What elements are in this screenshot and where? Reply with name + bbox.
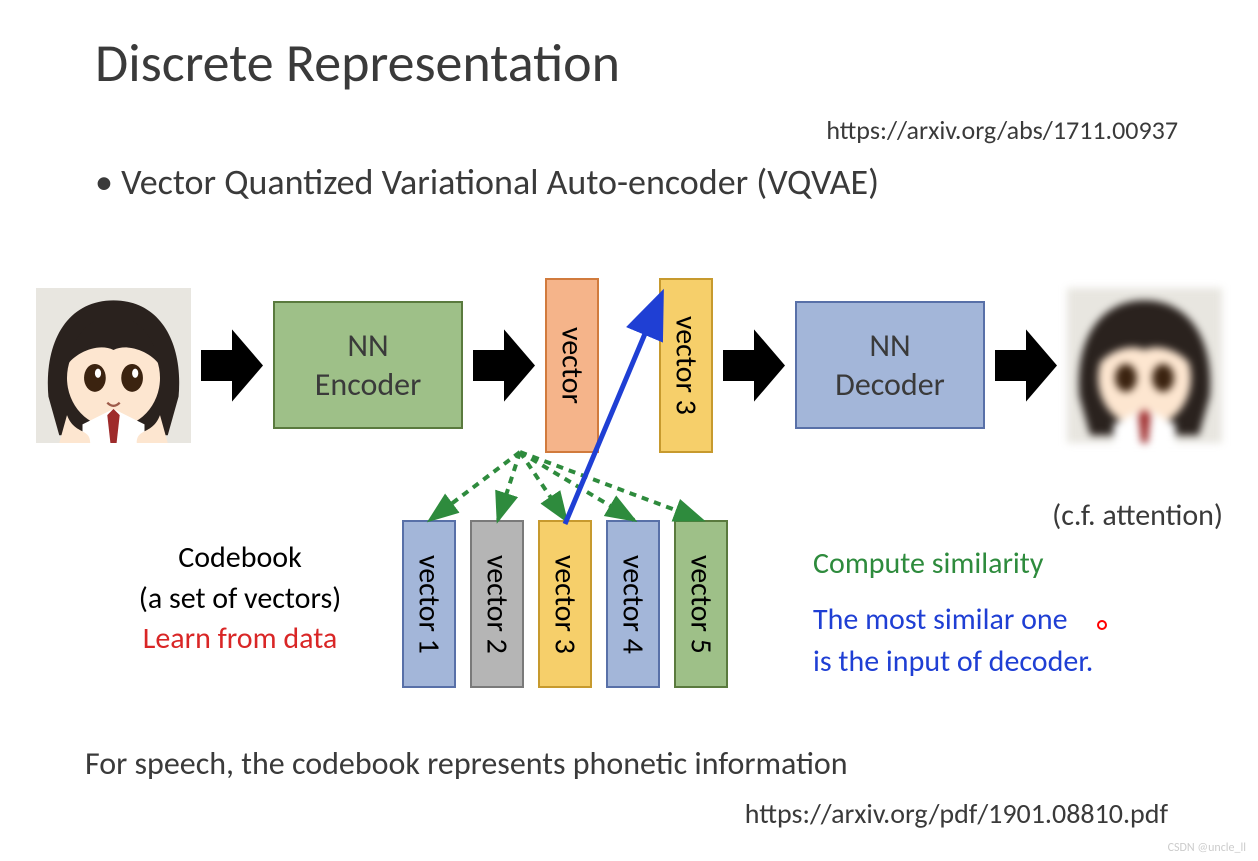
vector-label: vector 3 [547, 555, 584, 654]
slide: Discrete Representation https://arxiv.or… [0, 0, 1258, 861]
most-similar-label-2: is the input of decoder. [813, 641, 1223, 683]
vector-label: vector 1 [411, 555, 448, 654]
similarity-arrow [520, 452, 634, 520]
codebook-vector: vector 5 [674, 520, 728, 688]
vector-label: vector 4 [615, 555, 652, 654]
encoder-output-vector: vector [545, 278, 599, 453]
codebook-label-1: Codebook [100, 538, 380, 579]
most-similar-label-1: The most similar one [813, 599, 1223, 641]
input-image [36, 288, 191, 443]
codebook-vector: vector 2 [470, 520, 524, 688]
codebook-label-3: Learn from data [100, 619, 380, 660]
encoder-box: NN Encoder [273, 301, 463, 429]
selected-vector: vector 3 [659, 278, 713, 453]
codebook-vector: vector 3 [538, 520, 592, 688]
bullet-vqvae: • Vector Quantized Variational Auto-enco… [95, 160, 1258, 204]
similarity-arrow [520, 452, 566, 520]
decoder-label-2: Decoder [835, 365, 945, 404]
url-reference-top: https://arxiv.org/abs/1711.00937 [0, 114, 1178, 146]
encoder-label-2: Encoder [315, 365, 421, 404]
right-annotations: (c.f. attention) Compute similarity The … [813, 495, 1223, 683]
arrow-icon [723, 328, 785, 403]
vector-label: vector 5 [683, 555, 720, 654]
similarity-arrow [520, 452, 702, 520]
output-image [1067, 288, 1222, 443]
arrow-icon [201, 328, 263, 403]
pipeline-row: NN Encoder vector vector 3 NN Decoder [36, 275, 1222, 455]
url-reference-bottom: https://arxiv.org/pdf/1901.08810.pdf [745, 796, 1168, 831]
codebook-vectors-row: vector 1 vector 2 vector 3 vector 4 vector 5 [402, 520, 728, 688]
codebook-vector: vector 1 [402, 520, 456, 688]
codebook-label-2: (a set of vectors) [100, 579, 380, 620]
similarity-arrow [430, 452, 520, 520]
vector-label: vector 3 [668, 316, 705, 415]
arrow-icon [473, 328, 535, 403]
decoder-label-1: NN [869, 326, 910, 365]
similarity-arrow [498, 452, 520, 520]
cf-attention-label: (c.f. attention) [813, 495, 1223, 537]
slide-title: Discrete Representation [95, 30, 1258, 96]
encoder-label-1: NN [347, 326, 388, 365]
footer-note: For speech, the codebook represents phon… [85, 744, 848, 783]
vector-label: vector [554, 327, 591, 404]
watermark: CSDN @uncle_ll [1168, 841, 1246, 855]
anime-face-icon [36, 288, 191, 443]
codebook-labels: Codebook (a set of vectors) Learn from d… [100, 538, 380, 660]
anime-face-blurred-icon [1067, 288, 1222, 443]
compute-similarity-label: Compute similarity [813, 543, 1223, 585]
arrow-icon [995, 328, 1057, 403]
codebook-vector: vector 4 [606, 520, 660, 688]
vector-label: vector 2 [479, 555, 516, 654]
decoder-box: NN Decoder [795, 301, 985, 429]
